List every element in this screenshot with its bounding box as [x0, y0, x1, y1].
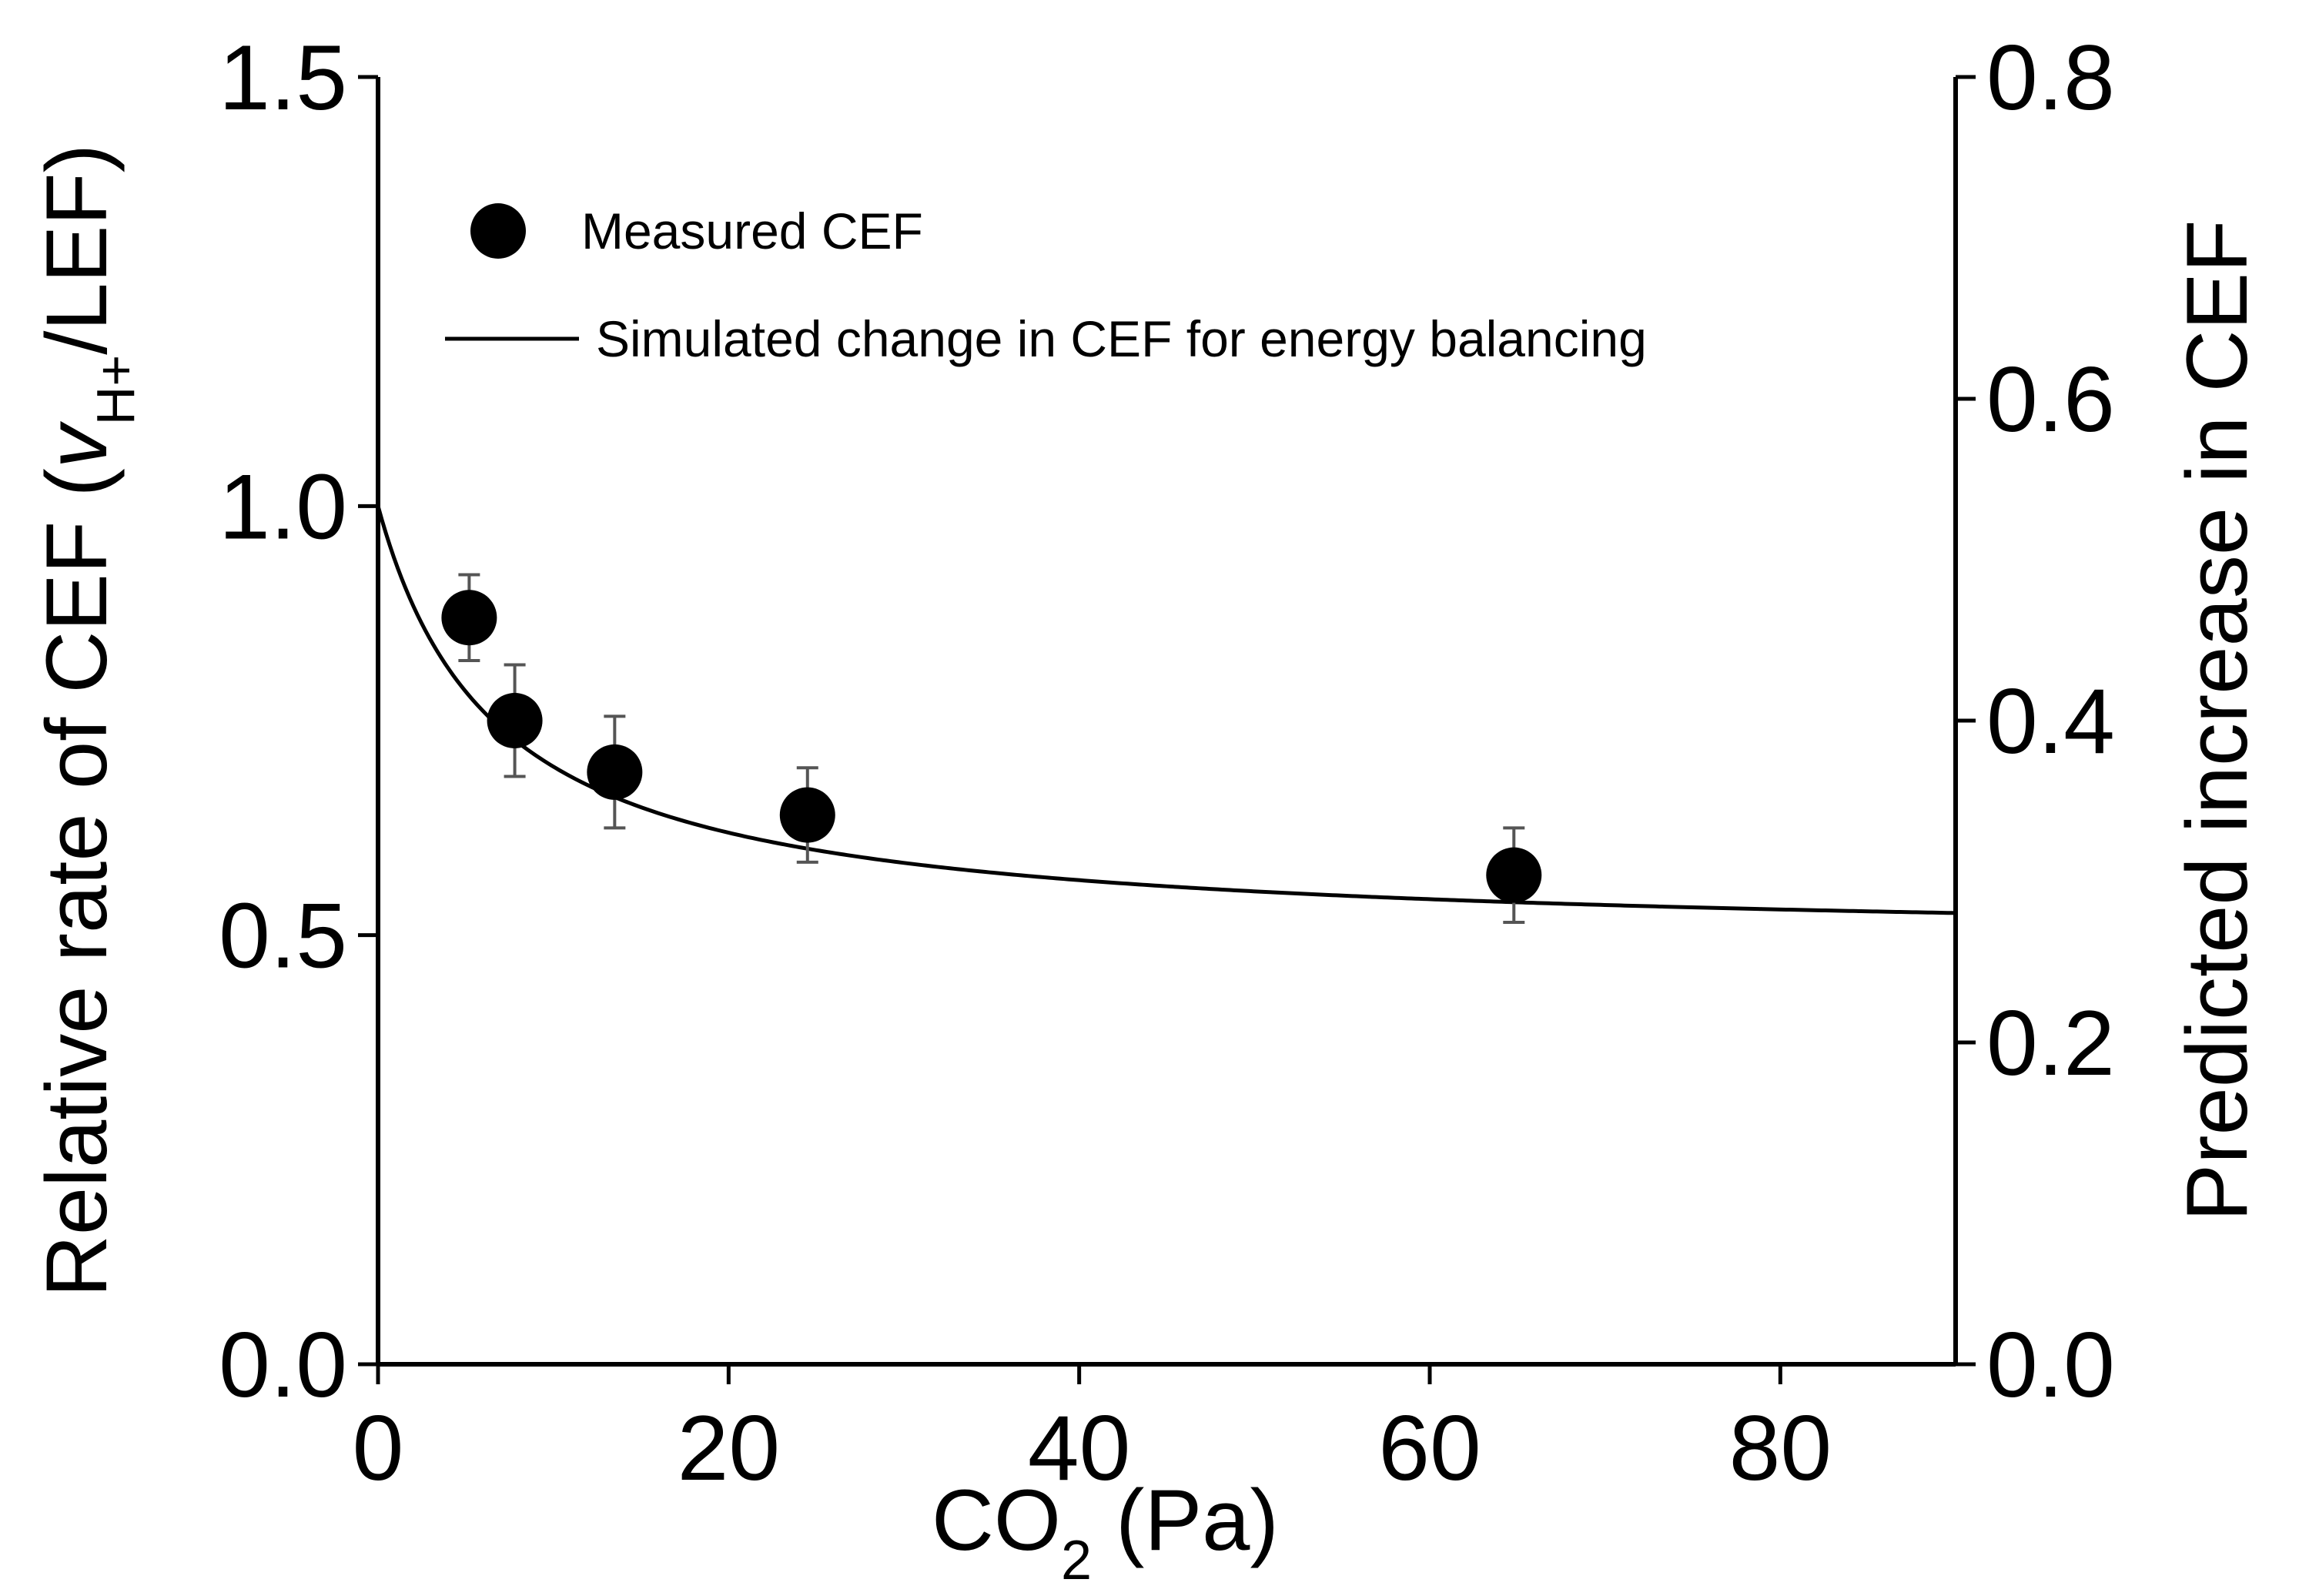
legend-label-measured: Measured CEF — [581, 202, 923, 259]
measured-cef-point — [587, 744, 643, 800]
legend-marker-measured — [470, 203, 526, 259]
y-axis-title-prefix: Relative rate of CEF ( — [28, 468, 125, 1297]
measured-cef-point — [779, 787, 835, 843]
left-axis-ticks: 0.0 0.5 1.0 1.5 — [219, 26, 378, 1417]
y-axis-title-italic: v — [28, 420, 125, 468]
y2-tick-label: 0.8 — [1986, 26, 2115, 129]
measured-cef-point — [487, 693, 543, 748]
x-tick-label: 80 — [1729, 1397, 1832, 1500]
simulated-cef-curve — [376, 505, 1956, 915]
legend-label-simulated: Simulated change in CEF for energy balan… — [596, 310, 1647, 367]
y-tick-label: 0.0 — [219, 1313, 347, 1417]
y-tick-label: 1.5 — [219, 26, 347, 129]
y-tick-label: 1.0 — [219, 455, 347, 558]
x-axis-title-subscript: 2 — [1061, 1530, 1092, 1591]
x-axis-title-unit: (Pa) — [1092, 1472, 1279, 1568]
right-axis-title: Predicted increase in CEF — [2169, 219, 2265, 1221]
y2-tick-label: 0.0 — [1986, 1313, 2115, 1417]
x-tick-label: 20 — [678, 1397, 780, 1500]
legend: Measured CEF Simulated change in CEF for… — [445, 202, 1647, 367]
x-tick-label: 40 — [1028, 1397, 1130, 1500]
y2-tick-label: 0.2 — [1986, 992, 2115, 1095]
x-axis-title-main: CO — [932, 1472, 1061, 1568]
x-axis-title: CO2 (Pa) — [932, 1472, 1279, 1591]
y-axis-title-suffix: /LEF) — [28, 144, 125, 355]
series-layer — [376, 505, 1956, 924]
x-axis-ticks: 0 20 40 60 80 — [353, 1364, 1832, 1500]
right-axis-ticks: 0.0 0.2 0.4 0.6 0.8 — [1956, 26, 2115, 1417]
y-tick-label: 0.5 — [219, 885, 347, 988]
measured-cef-point — [1486, 847, 1542, 903]
y2-tick-label: 0.6 — [1986, 348, 2115, 451]
y-axis-title-subscript: H+ — [85, 355, 146, 425]
y2-tick-label: 0.4 — [1986, 670, 2115, 773]
x-tick-label: 0 — [353, 1397, 404, 1500]
measured-cef-point — [441, 590, 497, 646]
x-tick-label: 60 — [1378, 1397, 1481, 1500]
y-axis-title: Relative rate of CEF (vH+/LEF) — [28, 144, 146, 1297]
